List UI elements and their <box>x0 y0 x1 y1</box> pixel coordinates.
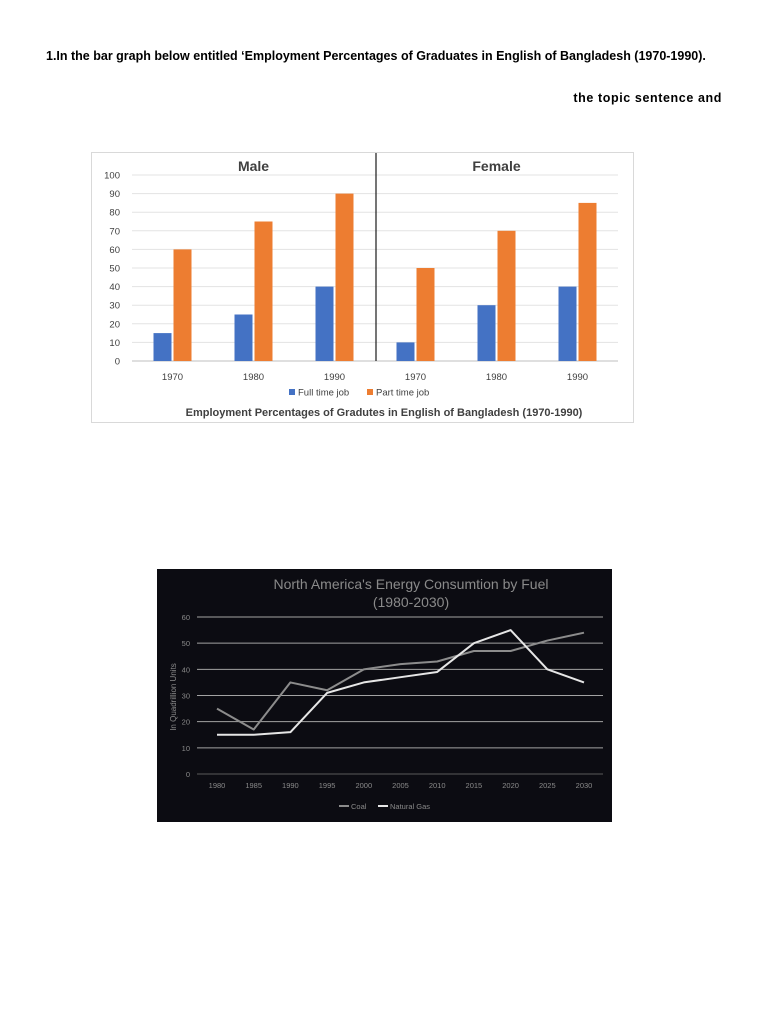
bar <box>254 221 273 361</box>
series-line <box>216 631 585 731</box>
y-tick-label: 10 <box>109 338 120 349</box>
y-tick-label: 30 <box>182 692 190 701</box>
chart-title-line1: North America's Energy Consumtion by Fue… <box>273 576 548 592</box>
x-tick-label: 1970 <box>405 372 426 383</box>
bar <box>153 333 172 361</box>
chart-title-line2: (1980-2030) <box>373 594 449 610</box>
y-tick-label: 90 <box>109 189 120 200</box>
bar <box>477 305 496 361</box>
bar <box>578 202 597 361</box>
bar-chart-panel: 0 10 20 30 40 50 60 70 80 90 100 Male 1970 1980 1990 Fe… <box>91 152 634 423</box>
y-tick-label: 30 <box>109 301 120 312</box>
legend-label: Natural Gas <box>390 802 430 811</box>
x-tick-label: 2025 <box>539 781 556 790</box>
x-tick-label: 1970 <box>162 372 183 383</box>
bar <box>416 268 435 361</box>
legend-label: Part time job <box>376 388 429 399</box>
x-tick-label: 1980 <box>243 372 264 383</box>
x-tick-label: 2010 <box>429 781 446 790</box>
x-tick-label: 2000 <box>355 781 372 790</box>
series-line <box>217 629 585 736</box>
x-tick-label: 1990 <box>282 781 299 790</box>
y-tick-label: 0 <box>115 357 120 368</box>
y-tick-label: 50 <box>109 264 120 275</box>
y-tick-label: 80 <box>109 208 120 219</box>
y-tick-label: 70 <box>109 226 120 237</box>
y-tick-label: 60 <box>182 613 190 622</box>
bar-chart: 0 10 20 30 40 50 60 70 80 90 100 Male 1970 1980 1990 Fe… <box>104 153 618 419</box>
legend-swatch <box>289 389 295 395</box>
legend-swatch <box>367 389 373 395</box>
question-text-continued: the topic sentence and <box>573 91 722 105</box>
line-chart: North America's Energy Consumtion by Fue… <box>169 576 603 811</box>
line-chart-panel: North America's Energy Consumtion by Fue… <box>157 569 612 822</box>
legend-label: Coal <box>351 802 367 811</box>
y-tick-label: 20 <box>109 319 120 330</box>
y-tick-label: 40 <box>109 282 120 293</box>
bar <box>396 342 415 361</box>
panel-label: Male <box>238 158 269 174</box>
x-tick-label: 2030 <box>576 781 593 790</box>
panel-label: Female <box>472 158 520 174</box>
x-tick-label: 1985 <box>245 781 262 790</box>
x-tick-label: 1990 <box>567 372 588 383</box>
legend-label: Full time job <box>298 388 349 399</box>
bar <box>173 249 192 361</box>
bar <box>497 230 516 361</box>
x-tick-label: 1990 <box>324 372 345 383</box>
question-text: 1.In the bar graph below entitled ‘Emplo… <box>46 49 706 63</box>
bar <box>315 286 334 361</box>
y-tick-label: 20 <box>182 718 190 727</box>
chart-title: Employment Percentages of Gradutes in En… <box>186 407 583 419</box>
y-tick-label: 100 <box>104 171 120 182</box>
y-tick-label: 60 <box>109 245 120 256</box>
x-tick-label: 2020 <box>502 781 519 790</box>
bar <box>234 314 253 361</box>
y-tick-label: 10 <box>182 744 190 753</box>
bar <box>335 193 354 361</box>
bar <box>558 286 577 361</box>
x-tick-label: 1980 <box>486 372 507 383</box>
y-axis-label: In Quadrillion Units <box>169 663 178 731</box>
y-tick-label: 40 <box>182 665 190 674</box>
x-tick-label: 1995 <box>319 781 336 790</box>
y-tick-label: 50 <box>182 639 190 648</box>
x-tick-label: 2015 <box>466 781 483 790</box>
y-tick-label: 0 <box>186 770 190 779</box>
x-tick-label: 2005 <box>392 781 409 790</box>
x-tick-label: 1980 <box>209 781 226 790</box>
